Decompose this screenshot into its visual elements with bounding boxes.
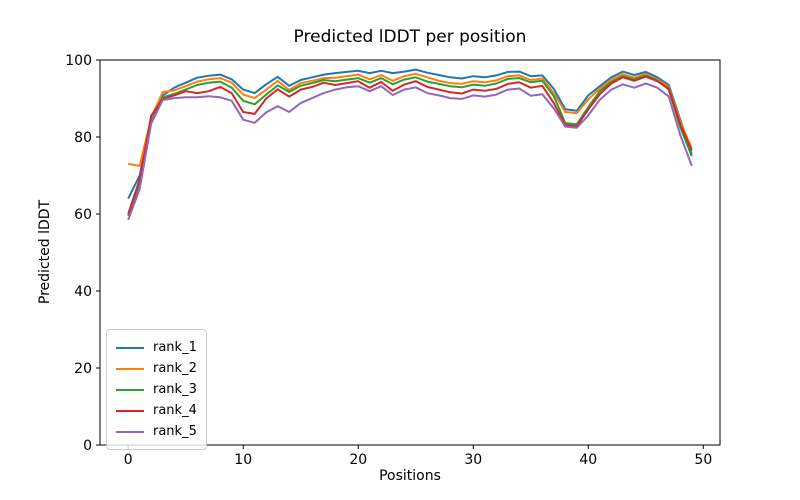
series-line-rank_1	[127, 68, 693, 200]
legend-label-rank_4: rank_4	[153, 403, 197, 418]
legend-item-rank_1: rank_1	[116, 337, 197, 358]
y-tick-label: 100	[65, 53, 92, 69]
x-tick-label: 40	[579, 452, 597, 468]
legend-line-swatch-rank_1	[116, 346, 144, 349]
y-tick-label: 40	[74, 284, 92, 300]
legend-label-rank_1: rank_1	[153, 340, 197, 355]
x-tick-label: 30	[464, 452, 482, 468]
legend-label-rank_5: rank_5	[153, 424, 197, 439]
y-tick-label: 80	[74, 130, 92, 146]
series-line-rank_3	[127, 74, 693, 217]
y-tick-label: 0	[83, 438, 92, 454]
series-line-rank_2	[128, 72, 693, 167]
plot-border	[99, 59, 721, 446]
y-axis-label: Predicted lDDT	[37, 199, 53, 305]
legend-label-rank_2: rank_2	[153, 361, 197, 376]
legend-item-rank_3: rank_3	[116, 379, 197, 400]
legend-item-rank_5: rank_5	[116, 421, 197, 442]
legend-line-swatch-rank_4	[116, 409, 144, 412]
legend-line-swatch-rank_3	[116, 388, 144, 391]
x-tick-label: 0	[124, 452, 133, 468]
chart-title: Predicted lDDT per position	[293, 27, 527, 47]
legend-line-swatch-rank_2	[116, 367, 144, 370]
legend: rank_1 rank_2 rank_3 rank_4 rank_5	[106, 329, 207, 450]
series-line-rank_4	[127, 75, 693, 215]
y-tick-label: 20	[74, 361, 92, 377]
x-axis-label: Positions	[379, 468, 441, 484]
x-tick-label: 50	[694, 452, 712, 468]
legend-item-rank_2: rank_2	[116, 358, 197, 379]
x-tick-label: 10	[234, 452, 252, 468]
x-tick-label: 20	[349, 452, 367, 468]
legend-label-rank_3: rank_3	[153, 382, 197, 397]
legend-line-swatch-rank_5	[116, 430, 144, 433]
series-line-rank_5	[127, 82, 693, 221]
y-tick-label: 60	[74, 207, 92, 223]
legend-item-rank_4: rank_4	[116, 400, 197, 421]
